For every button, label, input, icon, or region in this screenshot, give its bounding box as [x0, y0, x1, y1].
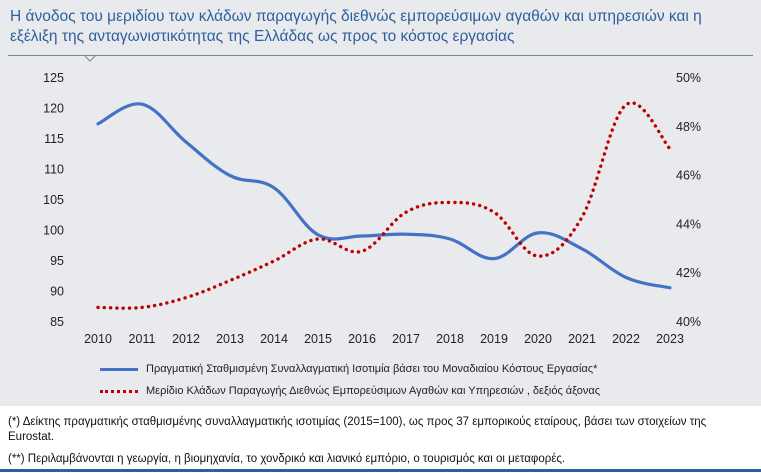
bottom-divider	[0, 469, 761, 472]
x-tick-label: 2012	[172, 332, 200, 346]
legend-swatch-dotted	[100, 389, 138, 393]
y-left-tick-label: 115	[44, 132, 64, 146]
legend-swatch-solid	[100, 367, 138, 371]
x-tick-label: 2018	[436, 332, 464, 346]
series-line-exchange-rate	[96, 102, 672, 290]
x-tick-label: 2014	[260, 332, 288, 346]
footnote-1: (*) Δείκτης πραγματικής σταθμισμένης συν…	[8, 416, 707, 443]
y-right-tick-label: 46%	[676, 169, 701, 183]
y-right-tick-label: 42%	[676, 266, 701, 280]
x-tick-label: 2013	[216, 332, 244, 346]
x-tick-label: 2019	[480, 332, 508, 346]
y-right-tick-label: 48%	[676, 120, 701, 134]
x-tick-label: 2015	[304, 332, 332, 346]
legend-item-exchange-rate: Πραγματική Σταθμισμένη Συναλλαγματική Ισ…	[100, 358, 700, 380]
x-tick-label: 2017	[392, 332, 420, 346]
x-tick-label: 2016	[348, 332, 376, 346]
x-tick-label: 2011	[129, 332, 156, 346]
chart-panel	[0, 0, 761, 406]
y-left-tick-label: 105	[43, 193, 64, 207]
title-divider-notch	[84, 55, 96, 62]
y-left-tick-label: 125	[43, 71, 64, 85]
footnotes: (*) Δείκτης πραγματικής σταθμισμένης συν…	[0, 410, 761, 473]
title-divider	[8, 55, 753, 56]
chart-legend: Πραγματική Σταθμισμένη Συναλλαγματική Ισ…	[100, 358, 700, 402]
y-left-tick-label: 95	[50, 254, 64, 268]
line-chart: 125 120 115 110 105 100 95 90 85 50% 48% 46% 44% 42% 4…	[43, 71, 701, 346]
x-tick-label: 2020	[524, 332, 552, 346]
x-tick-label: 2010	[84, 332, 112, 346]
x-tick-label: 2022	[612, 332, 640, 346]
legend-item-tradables-share: Μερίδιο Κλάδων Παραγωγής Διεθνώς Εμπορεύ…	[100, 380, 700, 402]
y-left-tick-label: 110	[44, 163, 64, 177]
y-left-tick-label: 100	[43, 224, 64, 238]
y-left-tick-label: 90	[50, 285, 64, 299]
y-left-tick-label: 85	[50, 315, 64, 329]
x-tick-label: 2023	[656, 332, 684, 346]
y-right-tick-label: 44%	[676, 217, 701, 231]
series-line-tradables-share	[96, 101, 672, 310]
y-left-tick-label: 120	[43, 102, 64, 116]
y-right-tick-label: 40%	[676, 315, 701, 329]
legend-label-tradables-share: Μερίδιο Κλάδων Παραγωγής Διεθνώς Εμπορεύ…	[146, 385, 601, 397]
legend-label-exchange-rate: Πραγματική Σταθμισμένη Συναλλαγματική Ισ…	[146, 363, 598, 375]
chart-title: Η άνοδος του μεριδίου των κλάδων παραγωγ…	[10, 8, 702, 45]
footnote-2: (**) Περιλαμβάνονται η γεωργία, η βιομηχ…	[8, 453, 566, 465]
y-right-tick-label: 50%	[676, 71, 701, 85]
x-tick-label: 2021	[568, 332, 596, 346]
